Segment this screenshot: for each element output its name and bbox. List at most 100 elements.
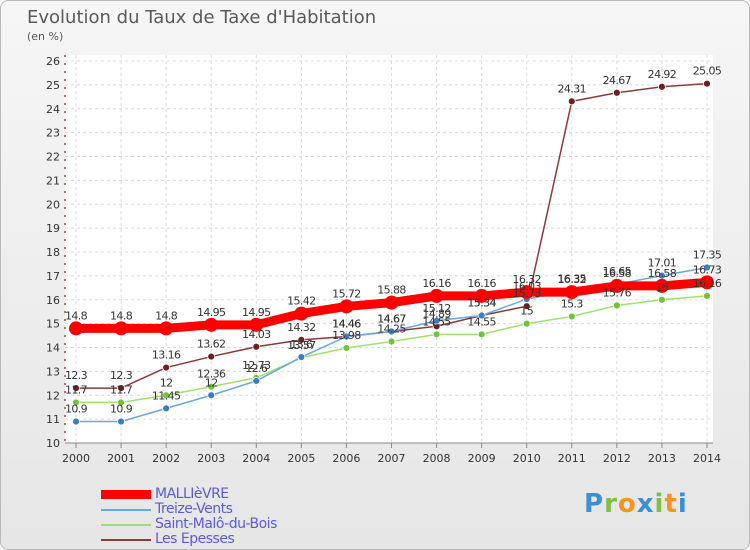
data-label: 14.95 [197,306,226,319]
data-label: 13.16 [152,349,181,362]
x-tick-label: 2014 [693,452,721,465]
axes: 10 11 12 13 14 15 16 17 18 19 20 21 22 23 24 25 26 2000 20… [46,55,721,465]
x-tick-label: 2003 [197,452,225,465]
y-tick-label: 18 [46,246,60,259]
data-label: 13.98 [332,329,361,342]
data-point [117,398,125,407]
data-point [342,332,351,341]
legend-swatch [101,524,151,526]
data-point [609,278,624,293]
data-point [162,391,171,400]
data-label: 13.6 [290,338,313,351]
plot-background [65,55,713,443]
data-label: 15 [520,305,533,318]
data-labels: 14.8 14.8 14.8 14.95 14.95 15.42 15.72 15.88 16.… [65,65,722,416]
logo-letter: x [636,489,655,519]
data-point [159,321,174,336]
legend-swatch [101,509,151,511]
data-point [387,327,396,336]
legend-swatch [101,539,151,541]
data-label: 11.45 [152,389,181,402]
data-label: 24.67 [603,74,632,87]
data-label: 17.35 [693,249,722,262]
y-tick-label: 24 [46,103,60,116]
data-point [72,417,80,426]
data-point [252,342,261,351]
x-tick-label: 2004 [242,452,270,465]
data-label: 15.42 [287,295,316,308]
data-point [612,88,621,97]
data-point [703,292,711,300]
data-point [387,337,396,346]
chart-title: Evolution du Taux de Taxe d'Habitation [27,7,377,28]
data-point [477,311,486,320]
chart-subtitle: (en %) [27,30,64,43]
logo-letter: i [654,489,665,519]
x-tick-label: 2006 [332,452,360,465]
data-point [474,288,489,303]
data-point [522,319,531,328]
logo-letter: r [604,489,618,519]
data-label: 14.25 [377,323,406,336]
x-tick-label: 2005 [287,452,315,465]
data-point [207,352,216,361]
data-label: 13.57 [287,339,316,352]
data-label: 12.6 [245,362,268,375]
data-point [294,306,309,321]
data-label: 16.73 [693,263,722,276]
data-point [567,97,576,106]
data-label: 15.34 [467,297,496,310]
data-label: 15.88 [377,284,406,297]
data-point [204,317,219,332]
data-point [297,335,306,344]
data-label: 16.35 [558,272,587,285]
data-label: 12 [205,376,218,389]
logo-letter: i [677,489,688,519]
data-label: 14.55 [422,315,451,328]
x-tick-label: 2001 [107,452,135,465]
legend-label: Les Epesses [155,531,235,547]
data-point [72,384,80,392]
data-point [612,301,621,310]
data-label: 15.12 [422,302,451,315]
data-point [654,278,669,293]
data-label: 14.8 [155,309,178,322]
data-label: 17.01 [648,257,677,270]
data-point [658,295,666,304]
data-label: 12.3 [110,369,133,382]
data-label: 10.9 [110,403,133,416]
proxiti-logo: Proxiti [584,489,688,519]
data-label: 15.72 [332,287,361,300]
x-tick-label: 2013 [648,452,676,465]
data-point [252,377,261,385]
data-label: 12.36 [197,368,226,381]
y-tick-label: 20 [46,198,60,211]
legend-label: MALLIèVRE [155,486,229,502]
data-label: 14.46 [332,318,361,331]
data-point [658,82,666,91]
legend-label: Saint-Malô-du-Bois [155,516,277,532]
data-label: 14.03 [242,328,271,341]
data-label: 14.67 [377,313,406,326]
data-point [72,398,80,407]
data-label: 16.58 [648,267,677,280]
y-tick-label: 21 [46,174,60,187]
data-point [297,353,306,361]
data-label: 14.89 [422,307,451,320]
data-label: 14.67 [377,313,406,326]
logo-letter: t [664,489,678,519]
y-tick-label: 25 [46,79,60,92]
x-tick-label: 2002 [152,452,180,465]
data-point [567,312,576,321]
data-point [432,330,441,339]
data-label: 15.76 [603,286,632,299]
x-tick-label: 2010 [513,452,541,465]
data-label: 11.7 [65,383,88,396]
data-label: 14.8 [110,309,133,322]
x-tick-label: 2007 [378,452,406,465]
data-label: 25.05 [693,65,722,78]
data-label: 13.62 [197,338,226,351]
data-label: 15.73 [512,287,541,300]
y-tick-label: 15 [46,318,60,331]
